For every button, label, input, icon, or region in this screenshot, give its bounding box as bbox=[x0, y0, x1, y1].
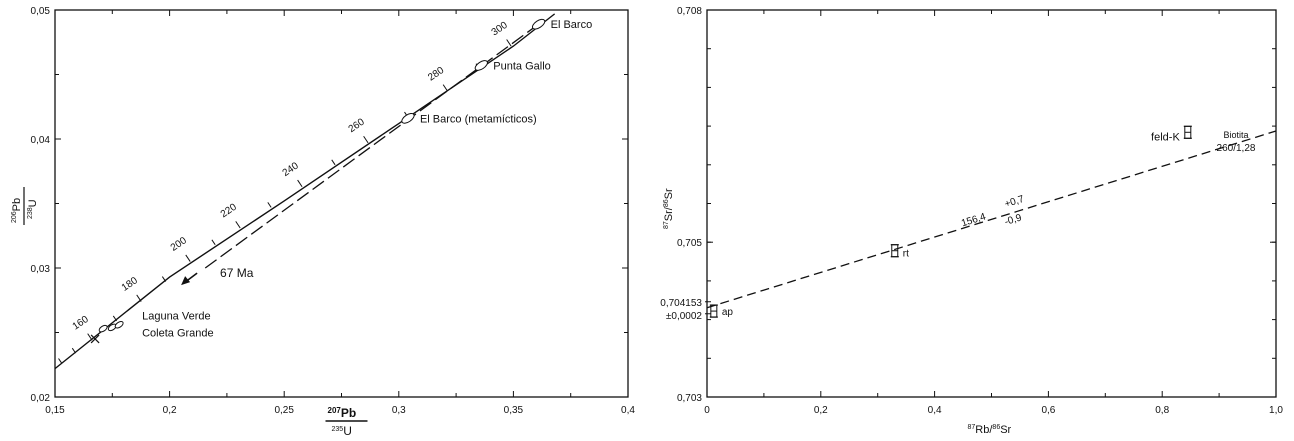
plot1-x-tick-label: 0,2 bbox=[163, 405, 177, 416]
sample-label: feld-K bbox=[1151, 131, 1180, 143]
plot2-y-tick-label: 0,703 bbox=[677, 393, 702, 404]
concordia-age-tick bbox=[297, 179, 303, 188]
cluster-cross-mark bbox=[90, 334, 100, 344]
concordia-age-label: 160 bbox=[71, 314, 91, 333]
biotita-label: Biotita bbox=[1223, 130, 1248, 140]
sample-label: ap bbox=[722, 307, 734, 318]
concordia-age-label: 280 bbox=[426, 65, 446, 84]
plot1-x-tick-label: 0,15 bbox=[45, 405, 65, 416]
plot2-x-axis-label: 87Rb/86Sr bbox=[968, 424, 1012, 436]
plot1-x-axis-label-den: 235U bbox=[332, 424, 352, 438]
plot2-x-tick-label: 0,4 bbox=[928, 405, 942, 416]
sample-ellipse bbox=[531, 18, 546, 30]
concordia-minor-tick bbox=[112, 315, 118, 322]
concordia-age-label: 220 bbox=[219, 202, 239, 221]
concordia-minor-tick bbox=[211, 239, 216, 246]
plot2-y-axis-label: 87Sr/86Sr bbox=[663, 188, 675, 229]
concordia-minor-tick bbox=[331, 159, 336, 166]
plot1-y-tick-label: 0,04 bbox=[31, 135, 51, 146]
plot1-x-axis-label-num: 207Pb bbox=[328, 406, 357, 420]
plot2-x-tick-label: 1,0 bbox=[1269, 405, 1283, 416]
sample-point bbox=[709, 304, 718, 318]
concordia-age-label: 200 bbox=[169, 235, 189, 254]
discordia-line bbox=[201, 23, 539, 272]
concordia-minor-tick bbox=[267, 202, 272, 208]
concordia-age-tick bbox=[87, 333, 93, 341]
plot1-y-axis-label: 206Pb 238U bbox=[11, 187, 39, 225]
cluster-ellipse bbox=[98, 324, 108, 333]
cluster-ellipse bbox=[114, 321, 124, 329]
plot2-frame bbox=[706, 9, 1277, 398]
concordia-age-tick bbox=[506, 39, 512, 47]
sample-ellipse bbox=[474, 60, 488, 71]
plot2-y-tick-label: 0,708 bbox=[677, 6, 702, 17]
plot1-y-axis-label-den: 238U bbox=[27, 199, 39, 219]
cluster-label: Laguna Verde bbox=[142, 311, 211, 323]
plot1-x-tick-label: 0,35 bbox=[504, 405, 524, 416]
concordia-age-tick bbox=[235, 221, 241, 229]
sample-label: Punta Gallo bbox=[493, 60, 550, 72]
concordia-age-tick bbox=[185, 254, 191, 262]
plot2-y-axis-label-text: 87Sr/86Sr bbox=[663, 188, 675, 229]
discordia-arrow-head bbox=[181, 276, 191, 286]
plot1-x-tick-label: 0,3 bbox=[392, 405, 406, 416]
concordia-age-label: 260 bbox=[347, 116, 367, 135]
sample-label: El Barco (metamícticos) bbox=[420, 113, 537, 125]
sample-label: rt bbox=[903, 249, 909, 260]
plot1-y-tick-label: 0,03 bbox=[31, 264, 51, 275]
isochron-age-label: 156,4 bbox=[960, 211, 988, 229]
sample-label: El Barco bbox=[551, 19, 593, 31]
biotita-label: 260/1,28 bbox=[1217, 143, 1256, 154]
concordia-minor-tick bbox=[71, 347, 77, 354]
plot2-x-tick-label: 0,6 bbox=[1041, 405, 1055, 416]
cluster-label: Coleta Grande bbox=[142, 328, 214, 340]
plot2-x-tick-label: 0 bbox=[704, 405, 710, 416]
plot1-x-tick-label: 0,25 bbox=[274, 405, 294, 416]
discordia-label: 67 Ma bbox=[220, 266, 254, 280]
plot1-y-axis-label-num: 206Pb bbox=[11, 198, 23, 223]
concordia-age-label: 180 bbox=[120, 275, 140, 294]
concordia-minor-tick bbox=[161, 276, 167, 282]
concordia-minor-tick bbox=[58, 358, 63, 364]
concordia-age-tick bbox=[363, 135, 369, 144]
plot1-x-tick-label: 0,4 bbox=[621, 405, 635, 416]
plot2-y-tick-label: 0,705 bbox=[677, 238, 702, 249]
isochron-error-minus: -0,9 bbox=[1003, 212, 1023, 228]
isochron-error-plus: +0,7 bbox=[1003, 194, 1026, 210]
plot2-x-tick-label: 0,8 bbox=[1155, 405, 1169, 416]
sample-point bbox=[890, 244, 899, 258]
concordia-age-tick bbox=[136, 294, 142, 302]
sample-ellipse bbox=[401, 112, 415, 124]
plot2-x-tick-label: 0,2 bbox=[814, 405, 828, 416]
concordia-age-label: 300 bbox=[490, 20, 510, 39]
intercept-label: ±0,0002 bbox=[666, 311, 703, 322]
plot1-y-tick-label: 0,05 bbox=[31, 6, 51, 17]
concordia-age-label: 240 bbox=[281, 160, 301, 179]
intercept-label: 0,704153 bbox=[660, 298, 702, 309]
concordia-age-tick bbox=[442, 84, 449, 92]
concordia-curve bbox=[54, 13, 556, 370]
isochron-line bbox=[706, 130, 1277, 309]
plot1-y-tick-label: 0,02 bbox=[31, 393, 51, 404]
sample-point bbox=[1183, 125, 1192, 139]
